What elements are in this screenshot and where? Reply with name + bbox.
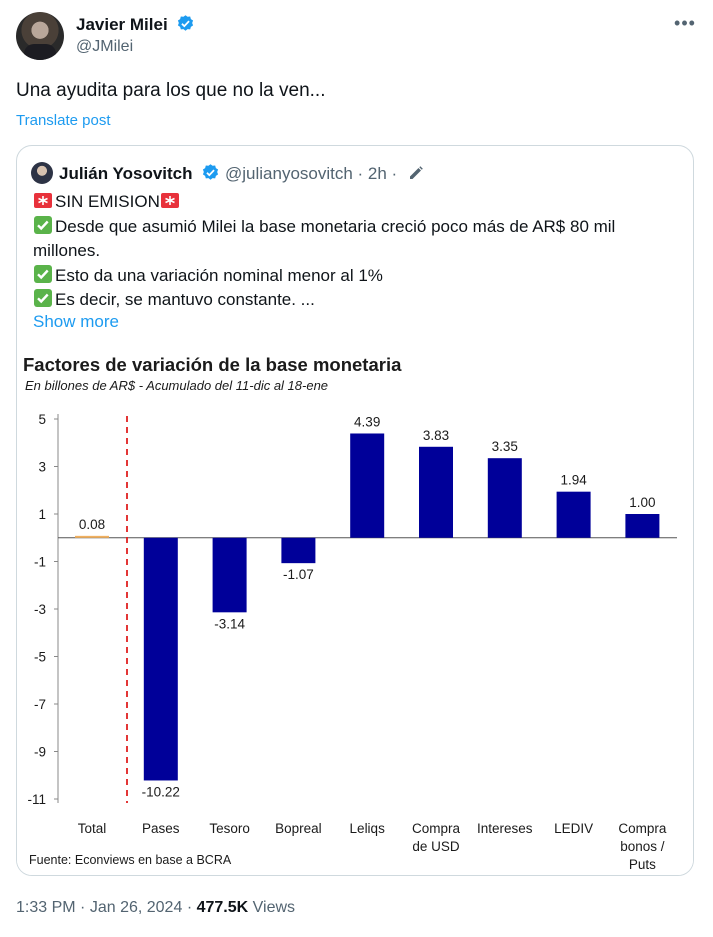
author-name[interactable]: Javier Milei xyxy=(76,15,168,34)
more-options-icon[interactable]: ••• xyxy=(674,13,696,33)
y-tick-label: 3 xyxy=(38,460,46,475)
quote-line-text: Es decir, se mantuvo constante. ... xyxy=(55,290,315,309)
bar xyxy=(75,535,109,538)
chart-title: Factores de variación de la base monetar… xyxy=(23,354,402,375)
verified-badge-icon xyxy=(178,15,194,31)
meta-separator: · xyxy=(186,899,193,916)
bar-value-label: -3.14 xyxy=(214,616,245,631)
quoted-post-header: Julián Yosovitch @julianyosovitch · 2h · xyxy=(31,162,424,184)
x-category-label: Total xyxy=(78,821,107,836)
views-count: 477.5K xyxy=(196,899,249,916)
y-tick-label: 1 xyxy=(38,507,46,522)
post-text: Una ayudita para los que no la ven... xyxy=(16,80,326,101)
bar-chart: 5 3 1 -1 -3 -5 -7 -9 -11 0.08 Total -10.22 Pases -3.1… xyxy=(27,412,677,872)
author-avatar[interactable] xyxy=(16,12,64,60)
quote-line: Es decir, se mantuvo constante. ... xyxy=(33,288,683,313)
x-category-label: de USD xyxy=(412,839,460,854)
quote-line-text: SIN EMISION xyxy=(55,192,160,211)
bar-value-label: 4.39 xyxy=(354,414,380,429)
quoted-post-text: SIN EMISION Desde que asumió Milei la ba… xyxy=(33,190,683,313)
x-category-label: Bopreal xyxy=(275,821,322,836)
siren-icon xyxy=(34,193,52,208)
edited-pencil-icon[interactable] xyxy=(408,165,424,181)
bar xyxy=(143,537,178,781)
bar xyxy=(212,537,247,613)
bar-value-label: -10.22 xyxy=(142,784,180,799)
author-name-row[interactable]: Javier Milei xyxy=(76,14,195,35)
post-header: Javier Milei @JMilei ••• xyxy=(16,12,697,64)
bar-value-label: 1.94 xyxy=(560,473,587,488)
y-tick-label: -9 xyxy=(34,745,46,760)
bar-value-label: 0.08 xyxy=(79,517,105,532)
author-handle[interactable]: @JMilei xyxy=(76,38,134,55)
quote-line: Esto da una variación nominal menor al 1… xyxy=(33,264,683,289)
translate-post-link[interactable]: Translate post xyxy=(16,112,111,129)
x-category-label: Puts xyxy=(629,857,656,872)
chart-image[interactable]: Factores de variación de la base monetar… xyxy=(17,346,693,875)
y-tick-label: -1 xyxy=(34,555,46,570)
x-category-label: bonos / xyxy=(620,839,665,854)
views-label: Views xyxy=(252,899,296,916)
bar-value-label: 1.00 xyxy=(629,495,655,510)
x-category-label: Intereses xyxy=(477,821,533,836)
chart-source: Fuente: Econviews en base a BCRA xyxy=(29,853,232,867)
x-category-label: LEDIV xyxy=(554,821,593,836)
y-tick-label: 5 xyxy=(38,412,46,427)
bar xyxy=(281,537,316,564)
bar xyxy=(419,446,453,538)
quote-line: Desde que asumió Milei la base monetaria… xyxy=(33,215,683,264)
siren-icon xyxy=(160,193,179,208)
check-mark-icon xyxy=(34,289,52,307)
y-tick-label: -3 xyxy=(34,602,46,617)
bar-value-label: 3.35 xyxy=(492,439,518,454)
check-mark-icon xyxy=(34,264,52,283)
quote-line-text: Esto da una variación nominal menor al 1… xyxy=(55,265,383,285)
show-more-link[interactable]: Show more xyxy=(33,312,119,331)
y-tick-label: -5 xyxy=(34,650,46,665)
quoted-handle-and-time: @julianyosovitch · 2h · xyxy=(225,164,398,183)
post-meta: 1:33 PM · Jan 26, 2024 · 477.5K Views xyxy=(16,899,295,917)
post-date[interactable]: Jan 26, 2024 xyxy=(89,899,183,916)
bar xyxy=(556,491,591,538)
quoted-post[interactable]: Julián Yosovitch @julianyosovitch · 2h ·… xyxy=(16,145,694,876)
y-tick-label: -7 xyxy=(34,697,46,712)
y-tick-label: -11 xyxy=(27,792,46,807)
quote-line: SIN EMISION xyxy=(33,190,683,215)
x-category-label: Compra xyxy=(412,821,461,836)
bar-value-label: -1.07 xyxy=(283,567,314,582)
post-time[interactable]: 1:33 PM xyxy=(16,899,76,916)
bar xyxy=(350,433,385,538)
x-category-label: Leliqs xyxy=(350,821,386,836)
meta-separator: · xyxy=(80,899,86,916)
bar-value-label: 3.83 xyxy=(423,428,449,443)
chart-subtitle: En billones de AR$ - Acumulado del 11-di… xyxy=(25,378,329,393)
quote-line-text: Desde que asumió Milei la base monetaria… xyxy=(33,216,616,261)
quoted-author-avatar[interactable] xyxy=(31,162,53,184)
x-category-label: Tesoro xyxy=(209,821,250,836)
check-mark-icon xyxy=(34,215,52,234)
x-category-label: Pases xyxy=(142,821,180,836)
bar xyxy=(487,458,522,538)
x-category-label: Compra xyxy=(618,821,667,836)
bar xyxy=(625,514,660,538)
quoted-author-name[interactable]: Julián Yosovitch xyxy=(59,164,193,183)
verified-badge-icon xyxy=(203,164,219,180)
